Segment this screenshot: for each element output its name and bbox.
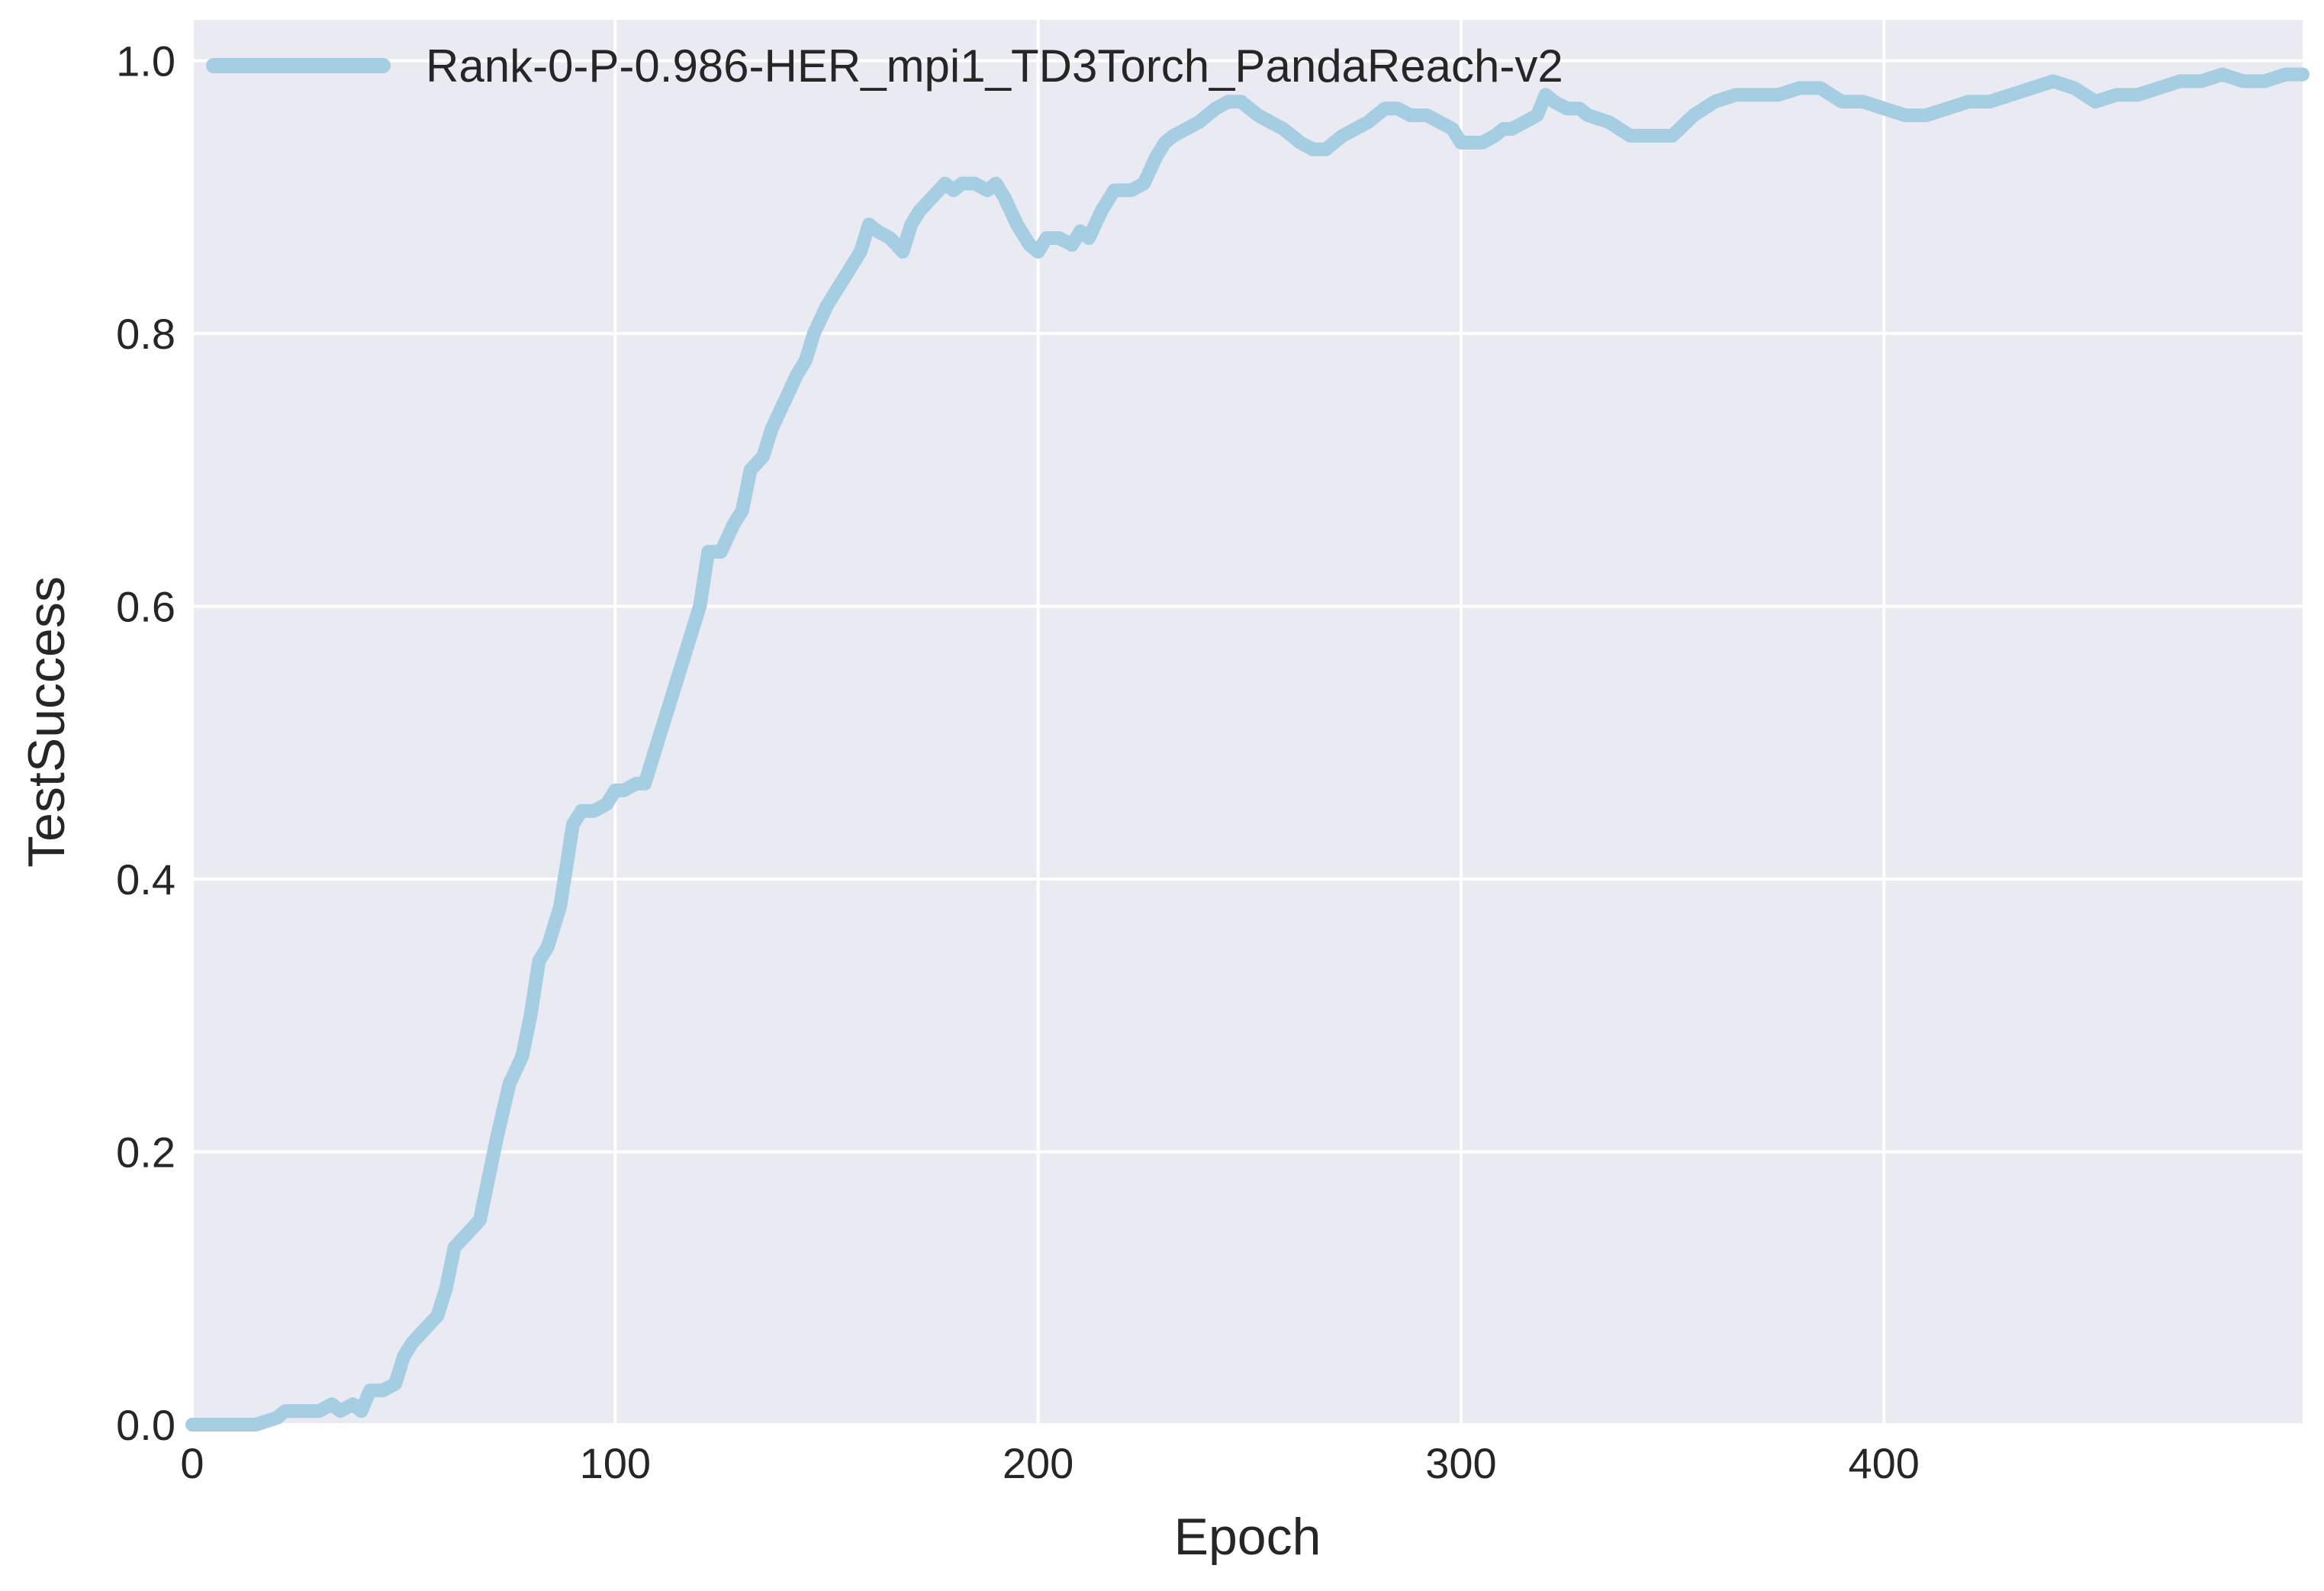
y-tick-label: 0.6: [116, 583, 175, 631]
tick-labels: 0 100 200 300 400 0.0 0.2 0.4 0.6 0.8 1.0: [116, 37, 1920, 1487]
y-tick-label: 0.0: [116, 1401, 175, 1449]
plot-background: [192, 20, 2303, 1425]
y-tick-label: 0.8: [116, 310, 175, 358]
x-tick-label: 200: [1003, 1439, 1073, 1487]
x-tick-label: 100: [580, 1439, 651, 1487]
legend: Rank-0-P-0.986-HER_mpi1_TD3Torch_PandaRe…: [206, 40, 1563, 92]
series-line: [185, 67, 2310, 1432]
y-axis-title: TestSuccess: [18, 576, 76, 868]
y-tick-label: 0.4: [116, 855, 175, 903]
series-layer: [185, 67, 2310, 1432]
x-tick-label: 400: [1849, 1439, 1920, 1487]
x-tick-label: 0: [180, 1439, 204, 1487]
legend-label: Rank-0-P-0.986-HER_mpi1_TD3Torch_PandaRe…: [426, 40, 1563, 92]
y-tick-label: 1.0: [116, 37, 175, 85]
y-tick-label: 0.2: [116, 1129, 175, 1177]
x-axis-title: Epoch: [1174, 1508, 1321, 1566]
x-tick-label: 300: [1425, 1439, 1496, 1487]
